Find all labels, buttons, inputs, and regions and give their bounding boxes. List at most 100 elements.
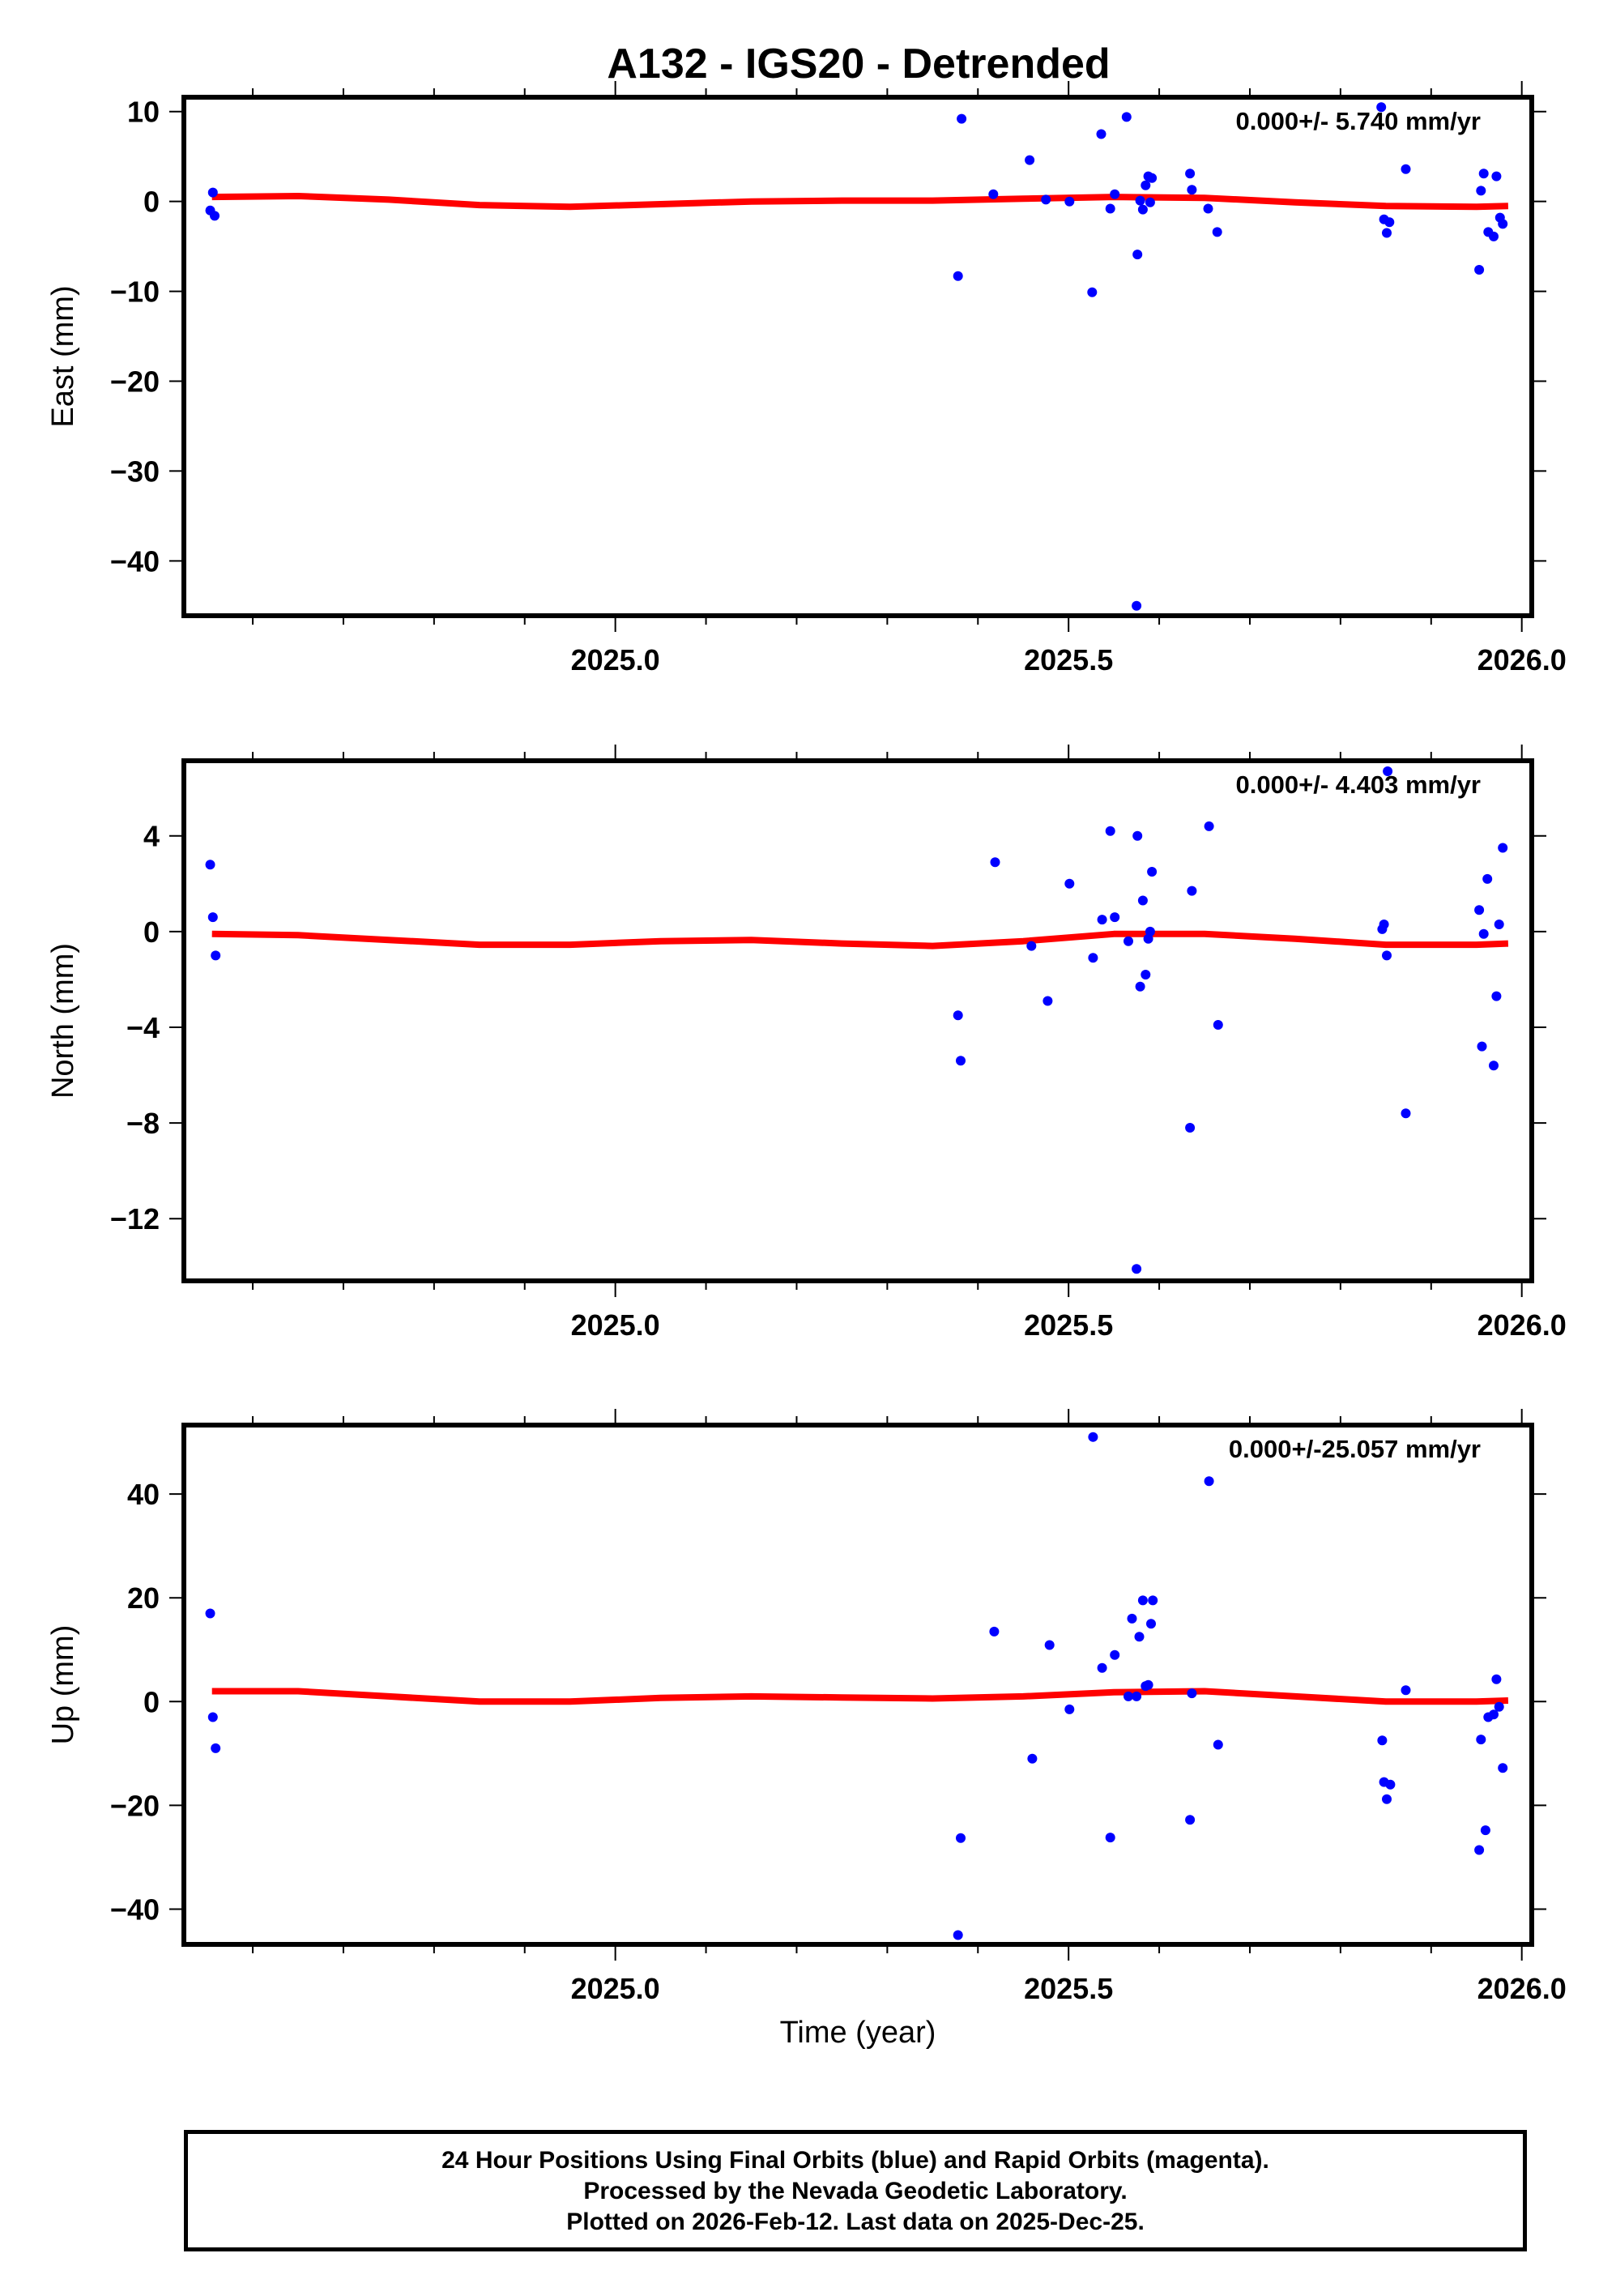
data-point bbox=[1498, 219, 1508, 229]
x-axis-label: Time (year) bbox=[780, 2016, 936, 2050]
data-point bbox=[1491, 991, 1502, 1001]
data-point bbox=[1376, 102, 1387, 113]
data-point bbox=[1105, 826, 1115, 836]
data-point bbox=[1135, 981, 1145, 992]
data-point bbox=[1096, 129, 1106, 139]
y-tick-label: −12 bbox=[110, 1202, 160, 1235]
data-point bbox=[210, 211, 220, 221]
data-point bbox=[1121, 112, 1132, 122]
data-point bbox=[1088, 1432, 1098, 1442]
plot-frame bbox=[181, 1423, 1534, 1947]
data-point bbox=[1137, 1595, 1148, 1606]
y-tick-label: 0 bbox=[143, 915, 160, 949]
data-point bbox=[1064, 878, 1075, 889]
y-tick-label: 0 bbox=[143, 1685, 160, 1718]
y-tick-label: −20 bbox=[110, 1789, 160, 1822]
data-point bbox=[1087, 287, 1098, 297]
data-point bbox=[1212, 227, 1222, 237]
data-point bbox=[1105, 1833, 1115, 1843]
data-point bbox=[1213, 1020, 1223, 1030]
data-point bbox=[953, 1010, 963, 1021]
data-point bbox=[1025, 155, 1035, 165]
data-point bbox=[956, 1833, 966, 1843]
x-tick-label: 2025.0 bbox=[571, 1972, 660, 2005]
fit-line bbox=[211, 193, 1509, 211]
velocity-label: 0.000+/- 4.403 mm/yr bbox=[1236, 770, 1481, 799]
data-point bbox=[1476, 186, 1486, 196]
data-point bbox=[207, 187, 218, 198]
data-point bbox=[1148, 1595, 1158, 1606]
data-point bbox=[207, 912, 218, 923]
data-point bbox=[1097, 915, 1107, 925]
data-point bbox=[1132, 250, 1143, 260]
data-point bbox=[953, 271, 963, 281]
data-point bbox=[1478, 928, 1489, 939]
data-point bbox=[1147, 867, 1158, 877]
data-point bbox=[1110, 189, 1120, 199]
footer-info-box: 24 Hour Positions Using Final Orbits (bl… bbox=[184, 2130, 1527, 2251]
data-point bbox=[990, 857, 1000, 868]
data-point bbox=[1474, 265, 1485, 275]
data-point bbox=[1383, 766, 1393, 776]
data-point bbox=[1187, 886, 1197, 896]
data-point bbox=[1401, 1108, 1411, 1119]
panel-up: 2025.0 2025.5 2026.0 40 20 0 −20 −40 Up (mm) 0.00… bbox=[46, 1409, 1567, 2005]
y-tick-label: 20 bbox=[127, 1581, 160, 1615]
y-axis-label: North (mm) bbox=[46, 943, 80, 1099]
data-point bbox=[953, 1930, 963, 1940]
y-tick-label: 0 bbox=[143, 186, 160, 219]
y-tick-label: −4 bbox=[126, 1011, 160, 1044]
velocity-label: 0.000+/-25.057 mm/yr bbox=[1229, 1435, 1481, 1463]
data-point bbox=[1384, 217, 1395, 228]
data-point bbox=[1478, 169, 1489, 179]
chart-title: A132 - IGS20 - Detrended bbox=[607, 41, 1110, 87]
fit-line bbox=[211, 930, 1509, 950]
data-point bbox=[1124, 936, 1133, 946]
data-point bbox=[1491, 171, 1502, 181]
data-point bbox=[1385, 1779, 1396, 1790]
data-point bbox=[1477, 1041, 1487, 1052]
data-point bbox=[957, 113, 967, 124]
data-point bbox=[1145, 197, 1155, 207]
data-point bbox=[1146, 1619, 1156, 1629]
x-tick-label: 2025.0 bbox=[571, 1308, 660, 1342]
data-point bbox=[1382, 950, 1392, 961]
data-point bbox=[1185, 1815, 1196, 1825]
data-point bbox=[1401, 164, 1411, 174]
data-point bbox=[1187, 185, 1197, 195]
data-point bbox=[1043, 996, 1053, 1006]
data-point bbox=[1110, 912, 1120, 923]
y-tick-label: 4 bbox=[143, 820, 160, 853]
data-point bbox=[1124, 1691, 1133, 1701]
data-point bbox=[1213, 1739, 1223, 1750]
data-point bbox=[1489, 1061, 1499, 1071]
data-point bbox=[1143, 1679, 1153, 1690]
data-point bbox=[211, 1743, 221, 1753]
data-point bbox=[1401, 1685, 1411, 1696]
y-tick-label: −8 bbox=[126, 1107, 160, 1140]
data-point bbox=[1489, 231, 1499, 241]
fit-line bbox=[211, 1688, 1509, 1705]
data-point bbox=[1498, 843, 1508, 853]
x-tick-label: 2026.0 bbox=[1477, 1972, 1567, 2005]
data-point bbox=[1041, 194, 1051, 205]
data-point bbox=[1132, 1264, 1142, 1274]
data-point bbox=[1027, 1753, 1038, 1764]
data-point bbox=[1204, 821, 1214, 831]
y-axis-label: East (mm) bbox=[46, 285, 80, 427]
y-tick-label: 40 bbox=[127, 1478, 160, 1511]
x-tick-label: 2025.5 bbox=[1024, 1972, 1113, 2005]
data-point bbox=[1105, 203, 1115, 214]
y-axis-label: Up (mm) bbox=[46, 1625, 80, 1745]
data-point bbox=[1026, 941, 1037, 951]
data-point bbox=[1185, 1123, 1196, 1133]
data-point bbox=[1480, 1825, 1490, 1836]
data-point bbox=[205, 860, 215, 870]
data-point bbox=[1474, 905, 1485, 915]
data-point bbox=[1187, 1688, 1197, 1699]
x-tick-label: 2025.0 bbox=[571, 643, 660, 676]
x-tick-label: 2026.0 bbox=[1477, 1308, 1567, 1342]
data-point bbox=[211, 950, 221, 961]
data-point bbox=[989, 1626, 1000, 1637]
